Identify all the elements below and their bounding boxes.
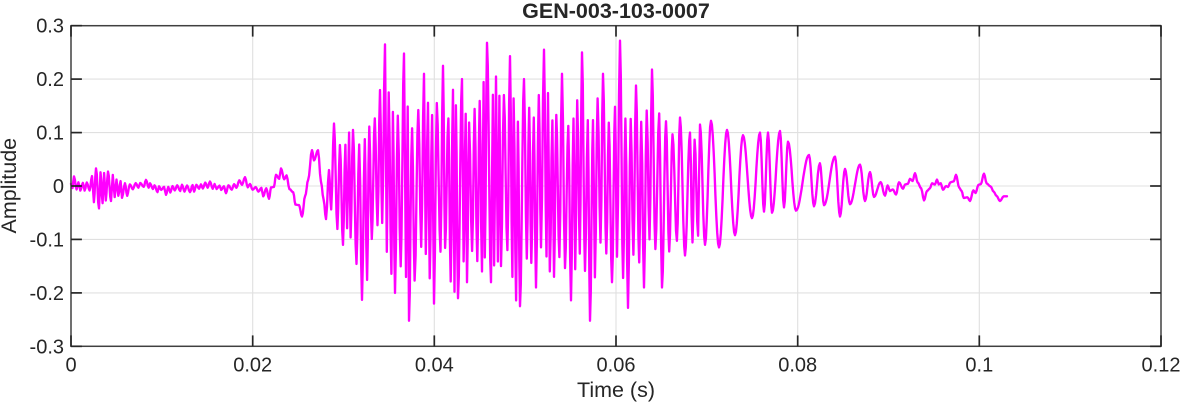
- svg-text:-0.3: -0.3: [30, 336, 64, 358]
- svg-text:0.08: 0.08: [778, 355, 817, 377]
- svg-text:GEN-003-103-0007: GEN-003-103-0007: [522, 0, 710, 23]
- svg-text:-0.2: -0.2: [30, 283, 64, 305]
- svg-text:0.3: 0.3: [36, 16, 64, 38]
- svg-text:0.04: 0.04: [415, 355, 454, 377]
- svg-text:Time (s): Time (s): [577, 378, 655, 402]
- svg-text:0.1: 0.1: [965, 355, 993, 377]
- svg-text:Amplitude: Amplitude: [0, 138, 21, 234]
- svg-text:0.12: 0.12: [1142, 355, 1181, 377]
- svg-text:0.2: 0.2: [36, 69, 64, 91]
- svg-text:0: 0: [65, 355, 76, 377]
- svg-text:0.1: 0.1: [36, 123, 64, 145]
- svg-text:0.06: 0.06: [597, 355, 636, 377]
- svg-text:-0.1: -0.1: [30, 229, 64, 251]
- svg-text:0: 0: [53, 176, 64, 198]
- svg-text:0.02: 0.02: [233, 355, 272, 377]
